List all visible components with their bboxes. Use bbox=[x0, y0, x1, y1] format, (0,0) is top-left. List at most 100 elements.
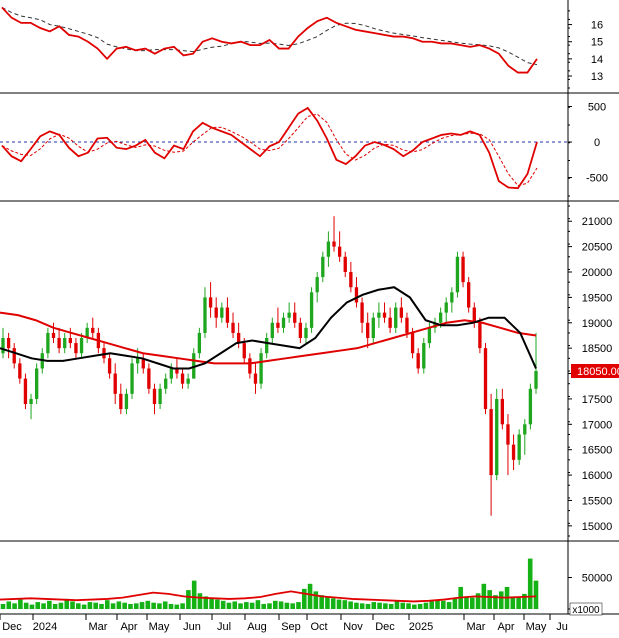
candle-body bbox=[467, 282, 471, 308]
candle-body bbox=[214, 307, 218, 318]
candle-body bbox=[68, 338, 72, 344]
candle-body bbox=[231, 322, 235, 333]
candle-body bbox=[203, 297, 207, 333]
volume-bar bbox=[307, 583, 313, 609]
volume-bar bbox=[435, 599, 440, 609]
rs-line bbox=[1, 6, 538, 74]
volume-bar bbox=[52, 603, 58, 609]
volume-bar bbox=[487, 590, 492, 609]
candle-body bbox=[332, 241, 336, 247]
axis-labels: 131415165000-500150001550016000165001700… bbox=[0, 10, 619, 633]
volume-bar bbox=[394, 601, 400, 609]
y-tick-label: 16500 bbox=[582, 445, 613, 457]
candle-body bbox=[371, 317, 375, 338]
volume-bar bbox=[29, 604, 35, 609]
candle-body bbox=[85, 327, 89, 338]
y-tick-label: 13 bbox=[591, 71, 603, 83]
y-tick-label: 21000 bbox=[582, 216, 613, 228]
candle-body bbox=[500, 398, 505, 425]
candle-body bbox=[113, 373, 117, 394]
volume-bar bbox=[261, 603, 266, 609]
y-tick-label: -500 bbox=[586, 173, 608, 185]
x-tick-label: Nov bbox=[343, 621, 363, 633]
candle-body bbox=[130, 363, 134, 394]
volume-bar bbox=[516, 597, 521, 609]
candle-body bbox=[124, 393, 129, 410]
volume-bar bbox=[446, 602, 452, 609]
candle-body bbox=[186, 378, 190, 384]
panel-frames bbox=[0, 0, 619, 615]
volume-bar bbox=[191, 580, 197, 609]
candle-body bbox=[141, 358, 145, 369]
candle-body bbox=[298, 322, 303, 338]
candle-body bbox=[107, 358, 112, 374]
volume-bar bbox=[151, 602, 156, 609]
volume-bar bbox=[238, 603, 243, 609]
candle-body bbox=[1, 338, 5, 354]
volume-bar bbox=[6, 601, 12, 609]
candle-body bbox=[315, 277, 319, 293]
y-tick-label: 18500 bbox=[582, 343, 613, 355]
volume-bar bbox=[174, 604, 180, 609]
volume-bar bbox=[226, 602, 232, 609]
volume-bar bbox=[475, 593, 481, 609]
candle-body bbox=[304, 327, 308, 338]
x-tick-label: May bbox=[149, 621, 170, 633]
candle-body bbox=[293, 312, 297, 323]
volume-bar bbox=[99, 603, 104, 609]
candle-body bbox=[74, 343, 78, 354]
candle-body bbox=[495, 398, 499, 476]
candle-body bbox=[388, 317, 392, 328]
x-tick-label: Mar bbox=[89, 621, 108, 633]
volume-bar bbox=[296, 602, 301, 609]
volume-bar bbox=[145, 600, 151, 609]
volume-bar bbox=[284, 602, 290, 609]
volume-bar bbox=[278, 601, 284, 609]
oscillator-line bbox=[1, 106, 538, 190]
candle-body bbox=[23, 378, 28, 404]
volume-bar bbox=[23, 602, 29, 609]
volume-bar bbox=[522, 593, 527, 609]
volume-bar bbox=[180, 603, 185, 609]
candle-body bbox=[450, 292, 454, 303]
volume-bar bbox=[232, 601, 238, 609]
candle-body bbox=[225, 307, 230, 323]
candle-body bbox=[444, 302, 448, 313]
volume-bar bbox=[452, 598, 458, 609]
volume-bar bbox=[325, 596, 330, 609]
volume-bar bbox=[273, 600, 278, 609]
volume-bar bbox=[406, 603, 411, 609]
y-tick-label: 16 bbox=[591, 20, 603, 32]
volume-bar bbox=[244, 602, 249, 609]
candle-body bbox=[416, 353, 420, 369]
y-tick-label: 19500 bbox=[582, 292, 613, 304]
volume-bar bbox=[383, 603, 388, 609]
volume-bar bbox=[330, 598, 336, 609]
candle-body bbox=[158, 388, 162, 404]
volume-bar bbox=[249, 602, 255, 609]
moving-average-red bbox=[0, 311, 537, 365]
y-tick-label: 20000 bbox=[582, 267, 613, 279]
volume-bar bbox=[220, 600, 226, 609]
y-tick-label: 17500 bbox=[582, 394, 613, 406]
chart-marks bbox=[0, 6, 568, 609]
x-tick-label: Ju bbox=[556, 621, 568, 633]
candle-body bbox=[102, 348, 106, 359]
candle-body bbox=[12, 348, 16, 364]
candle-body bbox=[259, 353, 263, 384]
volume-bar bbox=[313, 591, 319, 609]
y-tick-label: 500 bbox=[588, 102, 606, 114]
candle-body bbox=[91, 327, 95, 333]
candle-body bbox=[152, 388, 157, 404]
candle-body bbox=[46, 332, 50, 354]
candle-body bbox=[29, 398, 33, 404]
candle-body bbox=[483, 348, 488, 410]
candle-body bbox=[382, 312, 387, 318]
candle-body bbox=[354, 287, 359, 303]
volume-bar bbox=[87, 602, 93, 609]
volume-bar bbox=[336, 599, 342, 609]
candle-body bbox=[276, 322, 280, 328]
candle-body bbox=[337, 246, 342, 257]
